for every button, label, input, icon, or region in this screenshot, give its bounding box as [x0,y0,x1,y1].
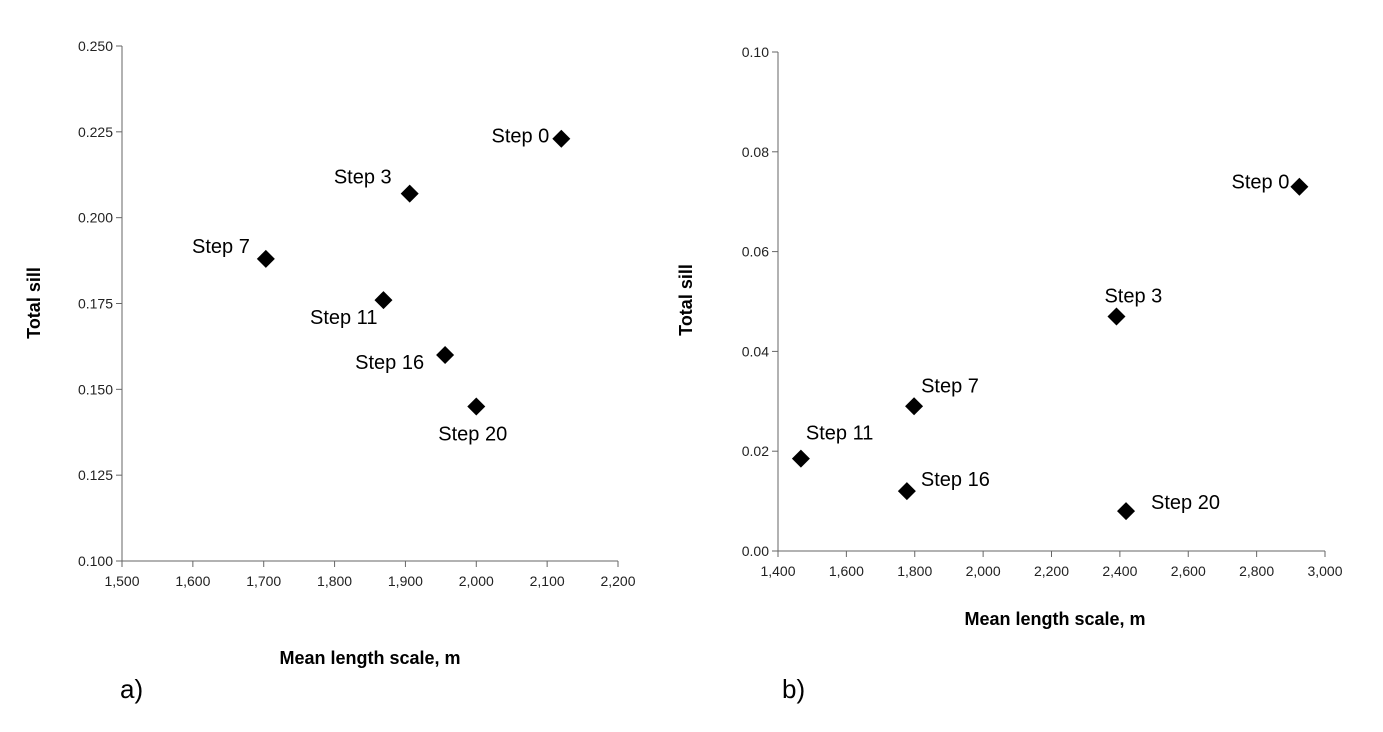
x-axis-title: Mean length scale, m [964,609,1145,629]
y-tick-label: 0.02 [742,443,769,459]
x-tick-label: 1,400 [760,563,795,579]
x-tick-label: 1,600 [175,573,210,589]
chart-panel-b: 1,400 1,600 1,800 2,000 2,200 2,400 2,600 2,800… [676,44,1343,704]
data-point-step-0 [552,129,571,148]
data-label: Step 3 [1104,285,1162,307]
panel-label: b) [782,674,805,704]
y-axis-title: Total sill [676,264,696,336]
x-tick-label: 2,000 [459,573,494,589]
x-tick-label: 2,200 [600,573,635,589]
data-label: Step 16 [921,469,990,491]
data-label: Step 11 [806,423,873,445]
y-tick-label: 0.175 [78,296,113,312]
data-label: Step 0 [1232,172,1290,194]
data-label: Step 7 [921,375,979,397]
data-label: Step 20 [1151,492,1220,514]
x-tick-label: 1,600 [829,563,864,579]
y-tick-label: 0.04 [742,343,769,359]
data-label: Step 0 [491,126,549,148]
x-tick-label: 2,600 [1171,563,1206,579]
data-label: Step 7 [192,236,250,258]
y-tick-label: 0.00 [742,543,769,559]
data-point-step-7 [256,249,275,268]
chart-panel-a: 1,500 1,600 1,700 1,800 1,900 2,000 2,100 2,200… [24,38,636,704]
data-point-step-11 [374,291,393,310]
panel-label: a) [120,674,143,704]
data-label: Step 20 [438,424,507,446]
x-tick-label: 1,800 [317,573,352,589]
x-axis-title: Mean length scale, m [279,648,460,668]
y-tick-label: 0.08 [742,144,769,160]
x-tick-label: 2,000 [966,563,1001,579]
y-axis-title: Total sill [24,267,44,339]
data-point-step-20 [467,397,486,416]
y-tick-label: 0.250 [78,38,113,54]
data-label: Step 11 [310,307,377,329]
x-tick-label: 1,900 [388,573,423,589]
y-tick-label: 0.200 [78,210,113,226]
data-point-step-16 [897,482,916,501]
x-tick-label: 3,000 [1307,563,1342,579]
data-point-step-0 [1290,177,1309,196]
data-label: Step 16 [355,352,424,374]
x-tick-label: 2,400 [1102,563,1137,579]
x-tick-label: 1,500 [104,573,139,589]
y-tick-label: 0.150 [78,381,113,397]
y-tick-label: 0.10 [742,44,769,60]
data-point-step-7 [905,397,924,416]
data-point-step-20 [1117,502,1136,521]
y-tick-label: 0.125 [78,467,113,483]
data-point-step-16 [436,346,455,364]
x-tick-label: 2,100 [530,573,565,589]
data-point-step-11 [791,449,810,468]
data-label: Step 3 [334,167,392,189]
x-tick-label: 2,800 [1239,563,1274,579]
data-point-step-3 [400,184,419,203]
x-tick-label: 2,200 [1034,563,1069,579]
data-point-step-3 [1107,307,1126,326]
y-tick-label: 0.225 [78,124,113,140]
x-tick-label: 1,700 [246,573,281,589]
y-tick-label: 0.06 [742,244,769,260]
y-tick-label: 0.100 [78,553,113,569]
x-tick-label: 1,800 [897,563,932,579]
